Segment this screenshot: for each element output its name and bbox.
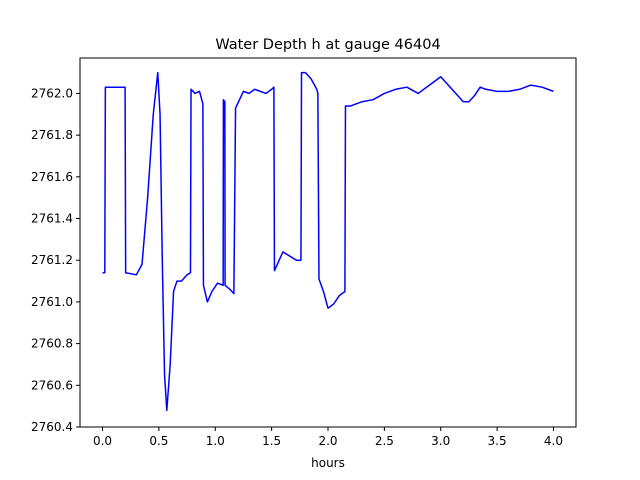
x-tick-label: 4.0 bbox=[544, 434, 563, 448]
y-tick-label: 2762.0 bbox=[31, 86, 73, 100]
x-tick-label: 2.5 bbox=[375, 434, 394, 448]
series-line-0 bbox=[102, 71, 554, 412]
y-tick-label: 2761.8 bbox=[31, 128, 73, 142]
y-tick-label: 2761.6 bbox=[31, 170, 73, 184]
x-tick-label: 3.0 bbox=[431, 434, 450, 448]
y-tick-label: 2760.6 bbox=[31, 378, 73, 392]
series-layer bbox=[102, 71, 554, 412]
chart-title: Water Depth h at gauge 46404 bbox=[215, 37, 440, 53]
x-tick-label: 3.5 bbox=[488, 434, 507, 448]
x-axis-label: hours bbox=[311, 456, 345, 470]
plot-area bbox=[79, 57, 577, 428]
x-tick-label: 0.0 bbox=[93, 434, 112, 448]
x-tick-label: 2.0 bbox=[318, 434, 337, 448]
plot-frame bbox=[79, 57, 577, 428]
y-tick-label: 2761.4 bbox=[31, 212, 73, 226]
x-tick-label: 0.5 bbox=[149, 434, 168, 448]
y-tick-label: 2760.8 bbox=[31, 337, 73, 351]
y-tick-label: 2761.2 bbox=[31, 253, 73, 267]
y-tick-label: 2760.4 bbox=[31, 420, 73, 434]
y-tick-label: 2761.0 bbox=[31, 295, 73, 309]
y-axis: 2760.4 2760.6 2760.8 2761.0 2761.2 2761.4 2761… bbox=[31, 86, 80, 434]
x-tick-label: 1.0 bbox=[206, 434, 225, 448]
x-axis: 0.0 0.5 1.0 1.5 2.0 2.5 3.0 3.5 4.0 bbox=[93, 427, 563, 448]
x-tick-label: 1.5 bbox=[262, 434, 281, 448]
